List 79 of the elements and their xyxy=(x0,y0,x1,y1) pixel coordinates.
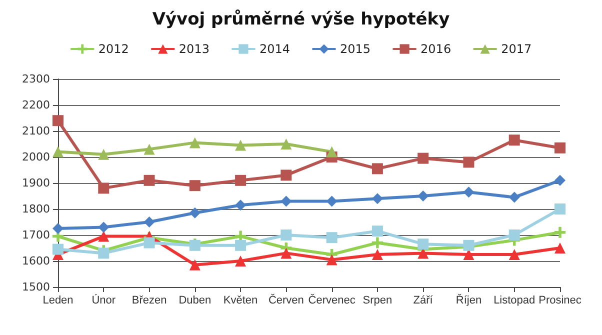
point xyxy=(418,190,429,202)
point xyxy=(280,170,292,181)
point xyxy=(98,222,110,233)
legend-label: 2016 xyxy=(420,42,452,56)
legend-label: 2017 xyxy=(501,42,532,56)
point xyxy=(463,156,474,168)
point xyxy=(280,196,292,207)
point xyxy=(98,230,110,242)
legend-label: 2012 xyxy=(98,42,129,56)
y-tick-label: 2300 xyxy=(22,72,50,86)
point xyxy=(98,182,110,194)
x-tick-label: Září xyxy=(413,294,434,306)
y-tick-label: 2000 xyxy=(22,150,50,164)
x-tick-label: Květen xyxy=(223,294,258,306)
y-tick-label: 1500 xyxy=(22,280,50,294)
point xyxy=(235,174,246,186)
legend-label: 2015 xyxy=(340,42,371,56)
point xyxy=(326,146,338,158)
point xyxy=(326,254,338,266)
y-tick-label: 1600 xyxy=(22,254,50,268)
point xyxy=(189,137,200,148)
point xyxy=(508,134,520,146)
point xyxy=(235,200,246,211)
x-tick-label: Listopad xyxy=(494,294,536,306)
point xyxy=(280,248,292,259)
point xyxy=(235,256,246,266)
point xyxy=(372,226,383,237)
y-tick-label: 2200 xyxy=(22,98,50,112)
legend-label: 2013 xyxy=(178,42,210,56)
x-tick-label: Červenec xyxy=(308,294,356,306)
y-tick-label: 1800 xyxy=(22,202,50,216)
point xyxy=(554,226,566,238)
x-tick-label: Srpen xyxy=(362,294,392,306)
x-tick-label: Prosinec xyxy=(538,294,582,306)
point xyxy=(418,238,429,250)
point xyxy=(372,249,383,260)
point xyxy=(98,248,110,259)
point xyxy=(52,223,64,234)
y-tick-label: 2100 xyxy=(22,124,50,138)
point xyxy=(189,259,200,270)
y-tick-label: 1700 xyxy=(22,228,50,242)
point xyxy=(508,249,520,260)
point xyxy=(326,196,338,207)
point xyxy=(372,163,383,174)
point xyxy=(144,174,155,186)
x-tick-label: Červen xyxy=(268,294,304,306)
point xyxy=(554,242,566,254)
point xyxy=(280,230,292,240)
point xyxy=(235,240,246,251)
point xyxy=(144,237,155,248)
point xyxy=(463,186,474,198)
point xyxy=(508,230,520,240)
point xyxy=(52,244,64,255)
point xyxy=(189,207,200,218)
point xyxy=(554,174,566,186)
point xyxy=(372,193,383,204)
point xyxy=(144,144,155,155)
point xyxy=(52,146,64,158)
point xyxy=(508,192,520,203)
x-tick-label: Duben xyxy=(178,294,212,306)
point xyxy=(189,180,200,192)
x-tick-label: Říjen xyxy=(456,294,482,306)
point xyxy=(98,148,110,160)
x-tick-label: Březen xyxy=(132,294,167,306)
point xyxy=(326,232,338,244)
y-tick-label: 1900 xyxy=(22,176,50,190)
point xyxy=(418,152,429,164)
point xyxy=(463,249,474,260)
point xyxy=(235,140,246,151)
x-tick-label: Únor xyxy=(92,294,116,306)
x-tick-label: Leden xyxy=(42,294,74,306)
point xyxy=(144,216,155,228)
legend-label: 2014 xyxy=(259,42,290,56)
point xyxy=(280,138,292,150)
point xyxy=(372,237,383,248)
chart-title: Vývoj průměrné výše hypotéky xyxy=(152,10,450,30)
point xyxy=(554,204,566,214)
point xyxy=(554,142,566,154)
point xyxy=(52,115,64,126)
